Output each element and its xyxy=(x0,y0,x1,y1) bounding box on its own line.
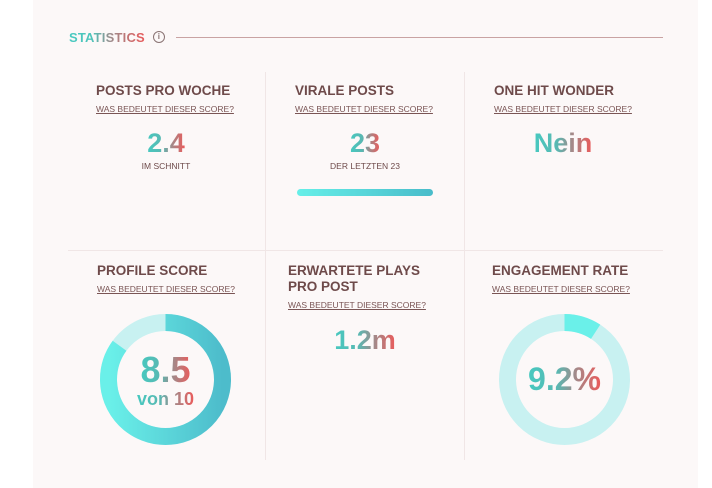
stat-value-block: Nein xyxy=(493,128,633,159)
stat-label: ERWARTETE PLAYS xyxy=(288,263,421,278)
stat-value: 9.2% xyxy=(528,361,601,397)
stat-profile-score: PROFILE SCORE WAS BEDEUTET DIESER SCORE? xyxy=(97,263,235,297)
stat-sub: DER LETZTEN 23 xyxy=(330,161,400,171)
stat-sub: IM SCHNITT xyxy=(141,161,191,171)
header-divider xyxy=(175,36,663,38)
stat-value: Nein xyxy=(533,128,593,158)
divider xyxy=(464,252,465,460)
stat-one-hit-wonder: ONE HIT WONDER WAS BEDEUTET DIESER SCORE… xyxy=(494,83,632,117)
divider xyxy=(265,72,266,252)
score-info-link[interactable]: WAS BEDEUTET DIESER SCORE? xyxy=(97,284,235,294)
stat-expected-plays: ERWARTETE PLAYS PRO POST WAS BEDEUTET DI… xyxy=(288,263,426,313)
engagement-rate-ring: 9.2% xyxy=(498,313,631,446)
stat-label: PRO POST xyxy=(288,279,358,294)
score-info-link[interactable]: WAS BEDEUTET DIESER SCORE? xyxy=(494,104,632,114)
stat-sub: von 10 xyxy=(136,388,195,409)
divider xyxy=(464,72,465,252)
divider xyxy=(265,252,266,460)
divider xyxy=(68,250,663,251)
stat-label: POSTS PRO WOCHE xyxy=(96,83,231,98)
stat-value-block: 23 DER LETZTEN 23 xyxy=(295,128,435,171)
score-info-link[interactable]: WAS BEDEUTET DIESER SCORE? xyxy=(492,284,630,294)
stat-label: PROFILE SCORE xyxy=(97,263,208,278)
section-header: STATISTICS i xyxy=(69,28,663,46)
score-info-link[interactable]: WAS BEDEUTET DIESER SCORE? xyxy=(288,300,426,310)
stat-value-block: 1.2m xyxy=(295,325,435,356)
score-info-link[interactable]: WAS BEDEUTET DIESER SCORE? xyxy=(295,104,433,114)
stat-label: VIRALE POSTS xyxy=(295,83,395,98)
stat-value: 1.2m xyxy=(334,325,396,355)
statistics-card: STATISTICS i POSTS PRO WOCHE WAS BEDEUTE… xyxy=(33,0,698,488)
stat-label: ENGAGEMENT RATE xyxy=(492,263,629,278)
stat-value: 23 xyxy=(349,128,381,158)
info-icon[interactable]: i xyxy=(152,31,165,43)
stat-posts-per-week: POSTS PRO WOCHE WAS BEDEUTET DIESER SCOR… xyxy=(96,83,234,117)
stat-engagement-rate: ENGAGEMENT RATE WAS BEDEUTET DIESER SCOR… xyxy=(492,263,630,297)
score-info-link[interactable]: WAS BEDEUTET DIESER SCORE? xyxy=(96,104,234,114)
stat-value: 8.5 xyxy=(140,348,191,390)
viral-progress-bar xyxy=(297,189,433,196)
section-title: STATISTICS xyxy=(69,29,145,45)
stat-value-block: 2.4 IM SCHNITT xyxy=(96,128,236,171)
stat-viral-posts: VIRALE POSTS WAS BEDEUTET DIESER SCORE? xyxy=(295,83,433,117)
stat-value: 2.4 xyxy=(147,128,185,158)
profile-score-ring: 8.5 von 10 xyxy=(99,313,232,446)
stat-label: ONE HIT WONDER xyxy=(494,83,614,98)
